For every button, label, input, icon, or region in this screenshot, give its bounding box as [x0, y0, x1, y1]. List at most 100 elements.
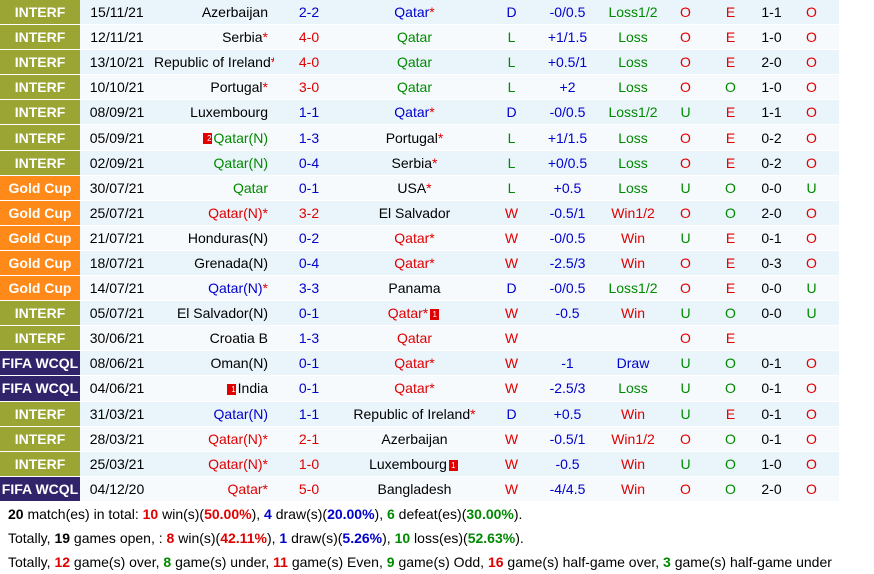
competition-badge[interactable]: INTERF	[0, 124, 80, 151]
competition-badge[interactable]: INTERF	[0, 325, 80, 352]
home-team[interactable]: Qatar(N)	[154, 401, 274, 427]
home-team-name: Republic of Ireland	[154, 54, 271, 71]
match-date: 31/03/21	[80, 401, 154, 427]
score[interactable]: 0-1	[274, 375, 344, 402]
home-team[interactable]: 2 Qatar(N)	[154, 124, 274, 151]
score[interactable]: 3-3	[274, 275, 344, 302]
away-team[interactable]: Portugal*	[344, 124, 485, 151]
home-team[interactable]: Honduras(N)	[154, 225, 274, 251]
competition-badge[interactable]: INTERF	[0, 24, 80, 51]
match-date: 05/09/21	[80, 124, 154, 151]
home-team[interactable]: El Salvador(N)	[154, 300, 274, 327]
home-team[interactable]: Grenada(N)	[154, 250, 274, 277]
home-team[interactable]: Qatar(N)	[154, 150, 274, 176]
total-over-under: O	[784, 24, 839, 51]
score[interactable]: 4-0	[274, 49, 344, 76]
score[interactable]: 2-1	[274, 426, 344, 452]
away-team-name: Qatar	[396, 330, 432, 347]
competition-badge[interactable]: Gold Cup	[0, 250, 80, 277]
home-team-name: Qatar(N)	[208, 204, 263, 221]
home-team[interactable]: Qatar(N)*	[154, 426, 274, 452]
competition-badge[interactable]: Gold Cup	[0, 200, 80, 226]
away-team[interactable]: Panama	[344, 275, 485, 302]
score[interactable]: 0-1	[274, 350, 344, 377]
competition-badge[interactable]: INTERF	[0, 401, 80, 427]
away-team[interactable]: USA*	[344, 175, 485, 201]
competition-badge[interactable]: INTERF	[0, 150, 80, 176]
away-team[interactable]: Qatar*	[344, 225, 485, 251]
score[interactable]: 3-0	[274, 74, 344, 101]
away-team[interactable]: Luxembourg 1	[344, 451, 485, 477]
competition-badge[interactable]: FIFA WCQL	[0, 375, 80, 402]
competition-badge[interactable]: INTERF	[0, 426, 80, 452]
score[interactable]: 0-4	[274, 150, 344, 176]
score[interactable]: 5-0	[274, 476, 344, 502]
away-team[interactable]: Qatar* 1	[344, 300, 485, 327]
away-team[interactable]: El Salvador	[344, 200, 485, 226]
away-team[interactable]: Bangladesh	[344, 476, 485, 502]
competition-badge[interactable]: INTERF	[0, 74, 80, 101]
competition-badge[interactable]: Gold Cup	[0, 275, 80, 302]
handicap-over-under: O	[669, 49, 702, 76]
home-team[interactable]: Luxembourg	[154, 99, 274, 126]
score[interactable]: 1-1	[274, 99, 344, 126]
halftime-score: 0-0	[759, 275, 784, 302]
home-marker: *	[262, 480, 268, 497]
away-team[interactable]: Azerbaijan	[344, 426, 485, 452]
home-team[interactable]: Oman(N)	[154, 350, 274, 377]
away-team[interactable]: Qatar*	[344, 350, 485, 377]
competition-badge[interactable]: Gold Cup	[0, 175, 80, 201]
home-team[interactable]: 1 India	[154, 375, 274, 402]
away-team[interactable]: Qatar*	[344, 250, 485, 277]
away-team[interactable]: Serbia*	[344, 150, 485, 176]
away-team[interactable]: Qatar	[344, 325, 485, 352]
home-team-name: Azerbaijan	[201, 4, 268, 21]
away-team[interactable]: Qatar*	[344, 375, 485, 402]
score[interactable]: 3-2	[274, 200, 344, 226]
handicap-over-under: O	[669, 200, 702, 226]
score[interactable]: 1-1	[274, 401, 344, 427]
score[interactable]: 0-4	[274, 250, 344, 277]
home-team[interactable]: Qatar(N)*	[154, 200, 274, 226]
away-team[interactable]: Qatar	[344, 24, 485, 51]
competition-badge[interactable]: INTERF	[0, 0, 80, 26]
away-marker: *	[429, 254, 435, 271]
odd-even: E	[702, 275, 759, 302]
score[interactable]: 4-0	[274, 24, 344, 51]
away-team[interactable]: Qatar	[344, 49, 485, 76]
handicap: +1/1.5	[538, 124, 597, 151]
competition-badge[interactable]: FIFA WCQL	[0, 476, 80, 502]
away-team[interactable]: Qatar*	[344, 99, 485, 126]
score[interactable]: 0-1	[274, 300, 344, 327]
score[interactable]: 1-3	[274, 124, 344, 151]
away-team[interactable]: Republic of Ireland*	[344, 401, 485, 427]
home-team[interactable]: Qatar	[154, 175, 274, 201]
home-team[interactable]: Azerbaijan	[154, 0, 274, 26]
competition-badge[interactable]: INTERF	[0, 99, 80, 126]
away-team-name: Qatar	[396, 54, 432, 71]
home-team[interactable]: Republic of Ireland*	[154, 49, 274, 76]
competition-badge[interactable]: INTERF	[0, 451, 80, 477]
handicap: +0.5	[538, 401, 597, 427]
competition-badge[interactable]: INTERF	[0, 300, 80, 327]
competition-badge[interactable]: INTERF	[0, 49, 80, 76]
total-over-under: O	[784, 225, 839, 251]
home-team[interactable]: Qatar(N)*	[154, 451, 274, 477]
competition-badge[interactable]: FIFA WCQL	[0, 350, 80, 377]
home-team[interactable]: Croatia B	[154, 325, 274, 352]
total-over-under: U	[784, 300, 839, 327]
home-team[interactable]: Serbia*	[154, 24, 274, 51]
score[interactable]: 1-0	[274, 451, 344, 477]
home-team[interactable]: Qatar*	[154, 476, 274, 502]
home-team-name: Honduras(N)	[187, 229, 268, 246]
home-team[interactable]: Qatar(N)*	[154, 275, 274, 302]
competition-badge[interactable]: Gold Cup	[0, 225, 80, 251]
score[interactable]: 2-2	[274, 0, 344, 26]
score[interactable]: 0-2	[274, 225, 344, 251]
score[interactable]: 1-3	[274, 325, 344, 352]
home-team[interactable]: Portugal*	[154, 74, 274, 101]
card-flag-icon: 1	[448, 459, 458, 471]
score[interactable]: 0-1	[274, 175, 344, 201]
away-team[interactable]: Qatar	[344, 74, 485, 101]
away-team[interactable]: Qatar*	[344, 0, 485, 26]
